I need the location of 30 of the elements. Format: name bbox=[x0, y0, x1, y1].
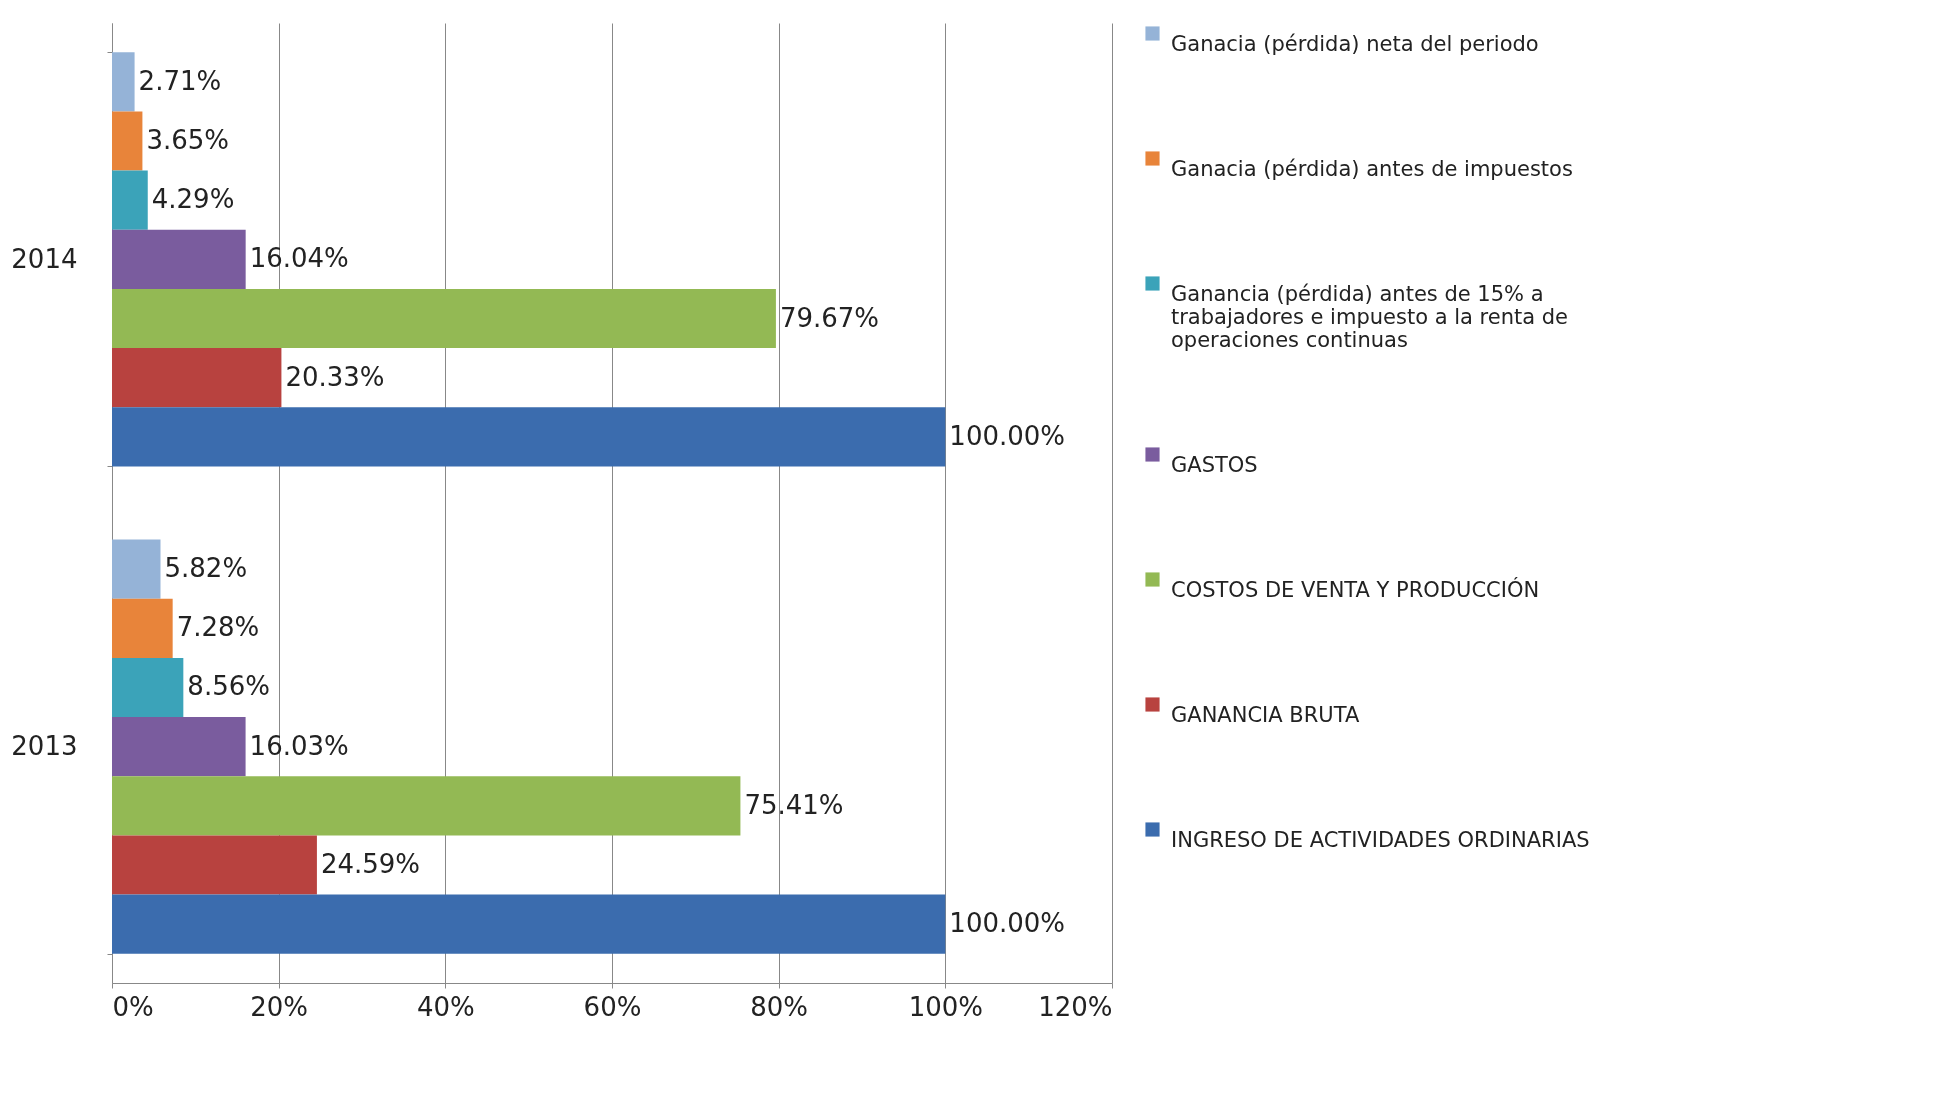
data-label: 24.59% bbox=[320, 849, 421, 879]
legend-label: INGRESO DE ACTIVIDADES ORDINARIAS bbox=[1171, 827, 1590, 852]
y-tick-label: 2014 bbox=[11, 243, 78, 274]
legend-label: GASTOS bbox=[1171, 452, 1258, 477]
data-label: 2.71% bbox=[138, 65, 222, 96]
data-label: 7.28% bbox=[176, 612, 260, 643]
x-tick-label: 80% bbox=[750, 991, 809, 1022]
data-label: 16.04% bbox=[249, 243, 349, 274]
legend-label: COSTOS DE VENTA Y PRODUCCIÓN bbox=[1171, 576, 1540, 602]
x-tick-label: 40% bbox=[416, 991, 475, 1022]
legend-label: Ganancia (pérdida) antes de 15% a trabajadores e impuesto a la renta de operaciones continuas bbox=[1171, 281, 1569, 352]
x-tick-label: 100% bbox=[908, 991, 984, 1022]
x-tick-label: 20% bbox=[250, 991, 309, 1022]
data-label: 20.33% bbox=[285, 361, 385, 392]
x-tick-label: 60% bbox=[583, 991, 642, 1022]
data-label: 79.67% bbox=[779, 302, 880, 333]
x-tick-label: 120% bbox=[1038, 991, 1113, 1022]
y-tick-label: 2013 bbox=[11, 731, 78, 762]
data-label: 100.00% bbox=[949, 908, 1066, 939]
x-tick-label: 0% bbox=[112, 991, 154, 1022]
legend-label: GANANCIA BRUTA bbox=[1171, 702, 1360, 727]
legend-label: Ganacia (pérdida) antes de impuestos bbox=[1171, 156, 1573, 181]
data-label: 3.65% bbox=[146, 125, 230, 155]
data-label: 16.03% bbox=[249, 730, 349, 761]
data-label: 4.29% bbox=[151, 184, 235, 215]
data-label: 75.41% bbox=[744, 789, 844, 820]
data-label: 5.82% bbox=[164, 553, 248, 584]
data-label: 100.00% bbox=[949, 420, 1066, 451]
legend-label: Ganacia (pérdida) neta del periodo bbox=[1171, 31, 1539, 56]
data-label: 8.56% bbox=[187, 671, 270, 702]
